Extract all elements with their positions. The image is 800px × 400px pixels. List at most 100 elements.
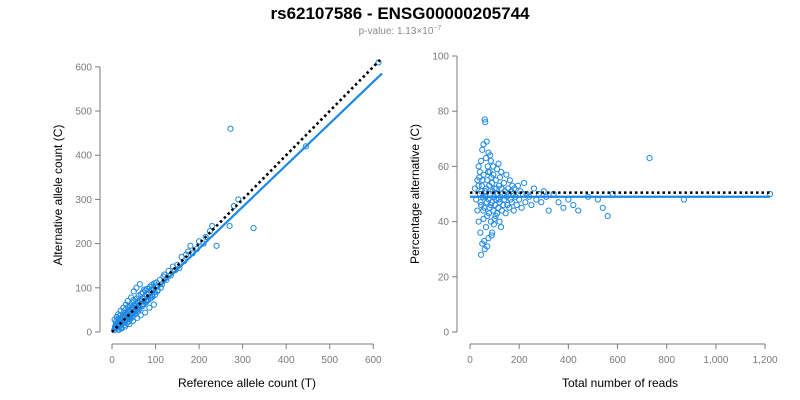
left-data-point <box>226 222 233 230</box>
right-data-point <box>484 163 491 170</box>
right-data-point <box>477 229 484 236</box>
subtitle-prefix: p-value: 1.13×10 <box>358 26 434 37</box>
right-data-point <box>510 207 517 214</box>
left-data-point <box>209 222 216 230</box>
left-y-axis-title: Alternative allele count (C) <box>51 125 65 266</box>
right-data-point <box>495 160 502 167</box>
right-data-point <box>477 251 485 258</box>
right-data-point <box>506 204 513 211</box>
right-data-point <box>489 229 496 236</box>
right-data-point <box>493 185 500 192</box>
right-data-point <box>500 179 508 187</box>
left-reference-line <box>111 57 383 333</box>
right-data-point <box>575 207 582 214</box>
right-data-point <box>487 152 494 159</box>
right-data-point <box>476 168 483 176</box>
left-data-point <box>250 225 257 232</box>
right-data-point <box>485 168 492 176</box>
right-data-point <box>506 177 513 184</box>
right-data-point <box>646 155 653 162</box>
left-x-tick-label: 600 <box>365 355 382 366</box>
right-data-point <box>514 182 522 189</box>
right-y-tick-label: 100 <box>432 52 449 63</box>
subtitle-exponent: −7 <box>433 25 442 32</box>
left-y-tick-label: 0 <box>86 328 92 339</box>
left-data-point <box>142 287 149 294</box>
right-data-point <box>491 185 498 192</box>
right-y-axis-title: Percentage alternative (C) <box>408 124 422 264</box>
right-y-tick-label: 40 <box>438 217 450 228</box>
left-data-point <box>235 196 242 203</box>
left-x-axis-title: Reference allele count (T) <box>178 376 316 390</box>
right-data-point <box>538 199 545 206</box>
right-data-point <box>599 204 606 211</box>
right-data-point <box>496 174 504 181</box>
right-x-tick-label: 1,000 <box>703 355 728 366</box>
right-data-point <box>485 210 493 217</box>
left-y-tick-label: 100 <box>75 283 92 294</box>
right-data-point <box>502 210 509 217</box>
left-data-point <box>111 327 118 334</box>
right-data-point <box>604 212 611 220</box>
left-x-tick-label: 400 <box>278 355 295 366</box>
right-data-point <box>497 224 505 231</box>
right-data-point <box>570 201 577 209</box>
right-data-point <box>477 199 484 206</box>
right-data-point <box>490 163 497 170</box>
right-data-point <box>490 221 497 228</box>
right-data-point <box>483 185 490 192</box>
right-y-tick-label: 60 <box>438 162 450 173</box>
left-y-tick-label: 600 <box>75 62 92 73</box>
left-data-point <box>302 143 309 150</box>
left-x-tick-label: 300 <box>234 355 251 366</box>
left-data-point <box>136 281 143 288</box>
right-data-point <box>492 177 499 184</box>
right-data-point <box>484 243 491 250</box>
right-data-point <box>483 138 490 145</box>
right-data-point <box>518 204 525 211</box>
left-data-point <box>187 242 194 249</box>
right-scatter-panel: 0 20 40 60 80 100 0 200 400 600 800 1,000 1,200 Total… <box>408 52 778 391</box>
right-data-point <box>474 207 481 214</box>
right-data-point <box>480 207 487 214</box>
left-data-point <box>150 301 157 308</box>
right-y-tick-label: 20 <box>438 272 450 283</box>
right-data-point <box>487 157 495 164</box>
right-x-tick-label: 0 <box>467 355 473 366</box>
left-data-point <box>202 233 209 241</box>
left-x-tick-label: 0 <box>109 355 115 366</box>
left-data-point <box>137 312 144 319</box>
right-data-point <box>500 201 507 209</box>
right-data-point <box>560 204 567 211</box>
right-data-point <box>482 224 490 231</box>
right-data-point <box>522 199 529 206</box>
right-x-tick-label: 200 <box>511 355 528 366</box>
right-data-point <box>503 171 510 178</box>
left-data-point <box>146 283 153 291</box>
right-data-point <box>475 218 482 225</box>
left-data-point <box>134 298 141 306</box>
right-data-point <box>496 218 503 225</box>
left-data-point <box>141 309 149 316</box>
left-data-point <box>213 242 220 249</box>
left-data-point <box>146 304 153 311</box>
left-data-point <box>133 284 140 291</box>
right-data-point <box>481 116 488 123</box>
right-data-point <box>555 199 562 206</box>
right-data-point <box>498 207 506 214</box>
right-data-point <box>475 163 482 170</box>
right-data-point <box>479 177 486 184</box>
left-data-point <box>133 305 140 312</box>
right-data-point <box>484 177 491 184</box>
right-data-point <box>498 168 505 176</box>
right-data-point <box>530 185 538 192</box>
right-data-point <box>492 212 499 220</box>
right-data-point <box>508 199 515 206</box>
right-data-point <box>477 157 485 164</box>
right-data-point <box>480 215 487 222</box>
right-data-point <box>488 174 495 181</box>
right-data-point <box>488 232 495 239</box>
right-x-axis-title: Total number of reads <box>562 376 678 390</box>
